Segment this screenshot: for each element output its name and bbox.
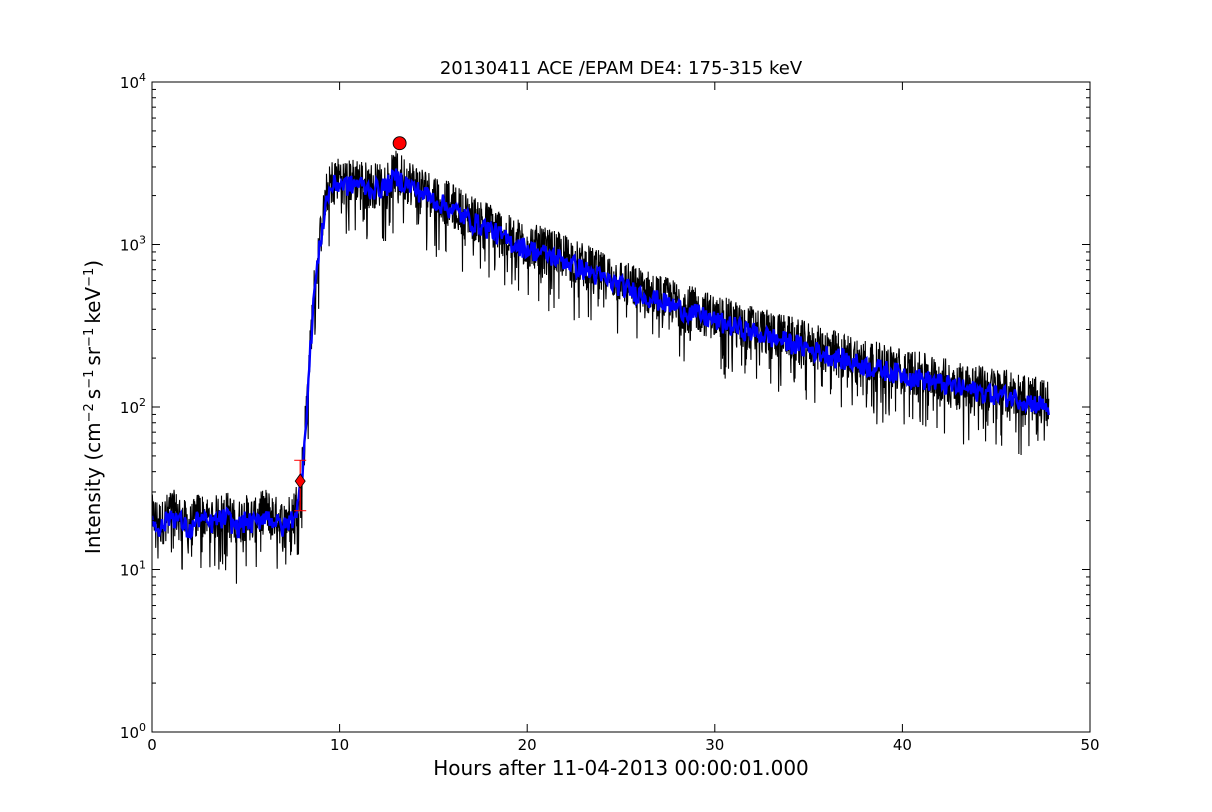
marker-layer (294, 136, 407, 512)
y-tick-label: 103 (120, 234, 146, 255)
x-tick-label: 10 (330, 736, 349, 754)
smoothed-intensity-line (152, 168, 1050, 541)
x-tick-label: 40 (893, 736, 912, 754)
y-tick-label: 102 (120, 396, 146, 417)
y-label-exponent: −1 (82, 268, 97, 287)
y-tick-base: 10 (120, 724, 139, 742)
y-tick-exponent: 0 (139, 721, 146, 734)
y-tick-label: 100 (120, 721, 146, 742)
y-label-exponent: −1 (82, 370, 97, 389)
y-tick-base: 10 (120, 399, 139, 417)
y-tick-exponent: 1 (139, 559, 146, 572)
y-label-exponent: −1 (82, 328, 97, 347)
x-axis: 0 10 20 30 40 50 (147, 82, 1100, 754)
y-tick-label: 101 (120, 559, 146, 580)
x-tick-label: 30 (705, 736, 724, 754)
chart-title: 20130411 ACE /EPAM DE4: 175-315 keV (440, 58, 803, 79)
y-label-exponent: −2 (82, 403, 97, 422)
y-tick-exponent: 3 (139, 234, 146, 247)
y-label-part: s (81, 389, 105, 399)
y-tick-label: 104 (120, 71, 146, 92)
y-label-part: Intensity (cm (81, 422, 105, 554)
y-label-part: sr (81, 346, 105, 365)
y-tick-base: 10 (120, 237, 139, 255)
x-tick-label: 50 (1080, 736, 1099, 754)
y-tick-base: 10 (120, 74, 139, 92)
peak-marker (392, 136, 407, 151)
y-axis-label: Intensity (cm−2s−1sr−1keV−1) (81, 260, 105, 554)
y-tick-exponent: 2 (139, 396, 146, 409)
y-label-part: ) (81, 260, 105, 268)
y-tick-base: 10 (120, 562, 139, 580)
y-label-part: keV (81, 287, 105, 324)
y-tick-exponent: 4 (139, 71, 146, 84)
x-tick-label: 20 (518, 736, 537, 754)
onset-marker (294, 473, 306, 489)
x-tick-label: 0 (147, 736, 157, 754)
x-axis-label: Hours after 11-04-2013 00:00:01.000 (433, 756, 809, 780)
